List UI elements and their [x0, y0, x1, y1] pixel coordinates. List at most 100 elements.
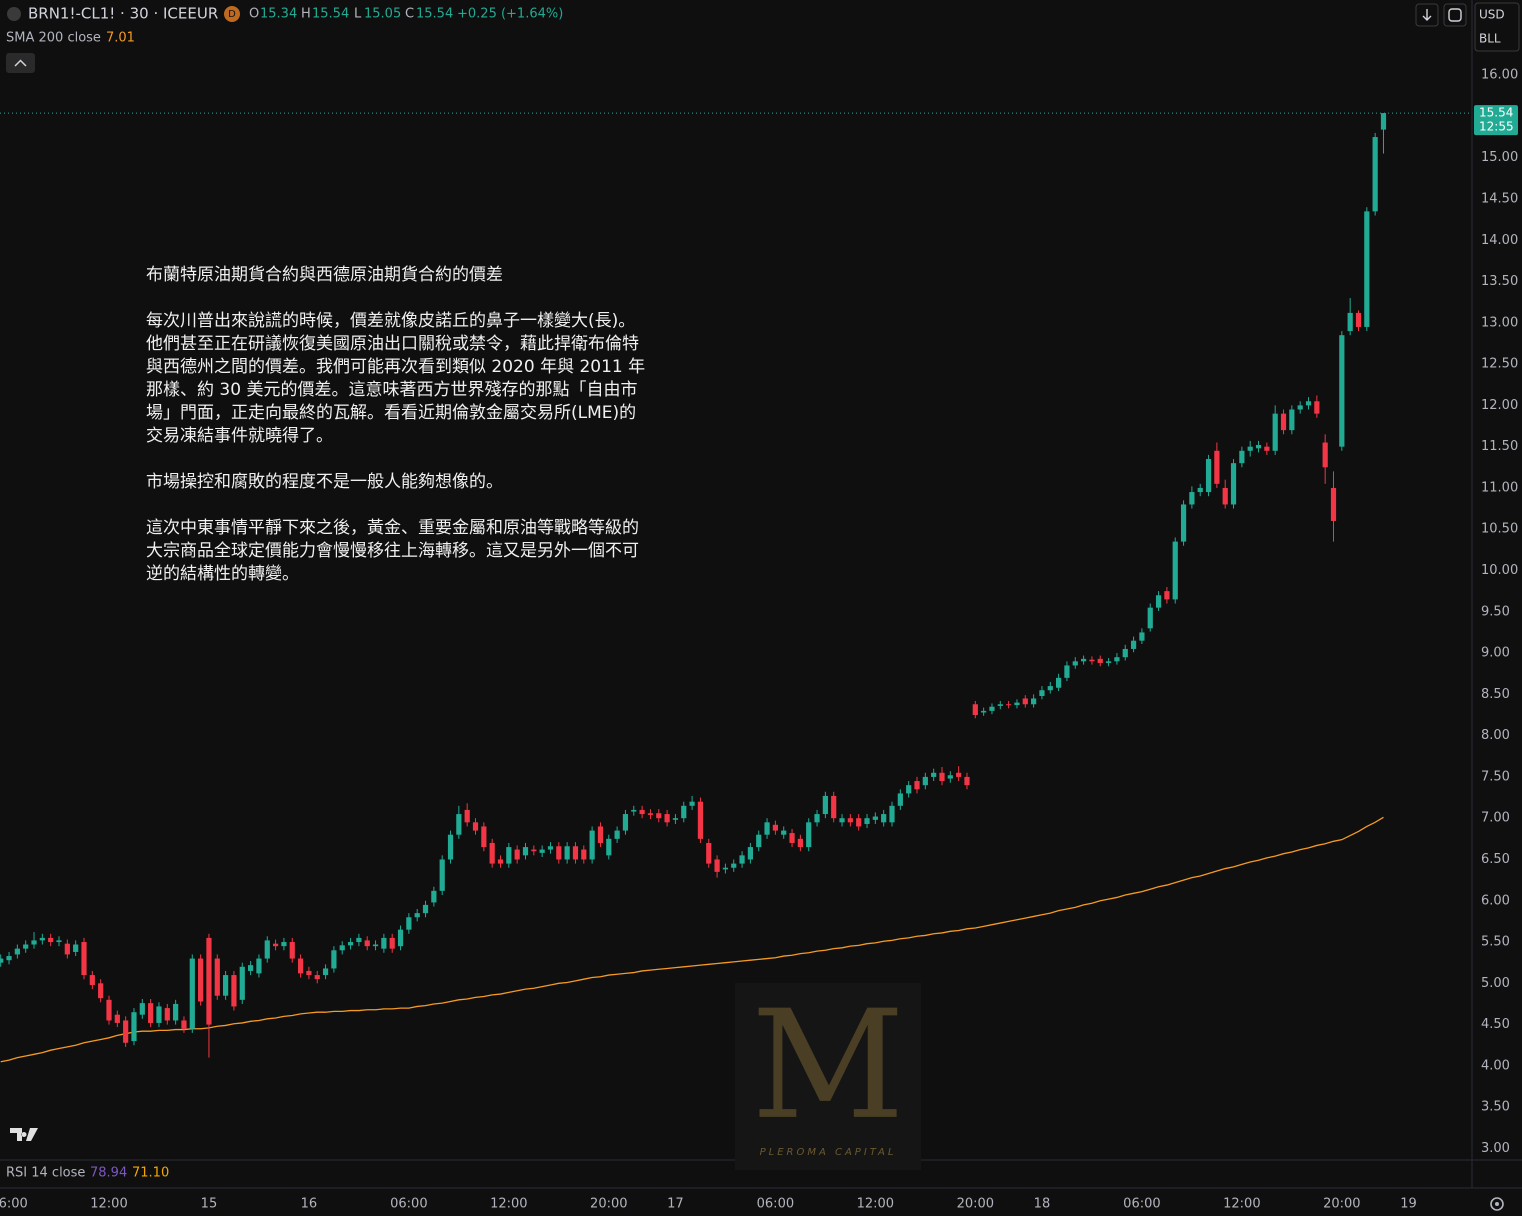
candle-body: [897, 793, 903, 806]
watermark-logo: M: [751, 979, 905, 1153]
annotation-line: 市場操控和腐敗的程度不是一般人能夠想像的。: [146, 472, 503, 492]
y-tick-label: 5.00: [1481, 976, 1510, 991]
candle-body: [148, 1003, 154, 1023]
candle-body: [1330, 487, 1337, 521]
candle-body: [789, 833, 795, 843]
collapse-button[interactable]: [6, 53, 35, 73]
x-tick-label: 20:00: [590, 1197, 627, 1212]
candle-body: [389, 937, 395, 949]
candle-body: [1355, 312, 1362, 327]
unit[interactable]: BLL: [1479, 32, 1501, 46]
annotation-line: 那樣、約 30 美元的價差。這意味著西方世界殘存的那點「自由市: [146, 380, 637, 400]
candle-body: [714, 859, 720, 872]
candle-body: [547, 846, 554, 850]
x-tick-label: 12:00: [90, 1197, 127, 1212]
candle-body: [456, 814, 462, 835]
button-frame[interactable]: [1415, 3, 1439, 27]
x-tick-label: 12:00: [490, 1197, 527, 1212]
candle-body: [414, 913, 420, 918]
watermark-text: PLEROMA CAPITAL: [760, 1147, 897, 1158]
candle-body: [681, 805, 687, 819]
x-tick-label: 06:00: [0, 1197, 28, 1212]
y-tick-label: 14.50: [1481, 191, 1518, 206]
candle-body: [1372, 137, 1378, 212]
y-tick-label: 10.00: [1481, 563, 1518, 578]
x-tick-label: 20:00: [1323, 1197, 1360, 1212]
candle-body: [814, 814, 820, 823]
price-label: 15.54: [1479, 106, 1513, 120]
candle-body: [14, 948, 20, 955]
candle-body: [706, 842, 712, 864]
x-tick-label: 20:00: [957, 1197, 994, 1212]
ohlc-value: 15.05: [364, 7, 401, 22]
candle-body: [756, 834, 762, 848]
annotation-line: 他們甚至正在研議恢復美國原油出口關稅或禁令，藉此捍衛布倫特: [146, 334, 639, 354]
reset-button[interactable]: [1443, 3, 1467, 27]
annotation-line: 布蘭特原油期貨合約與西德原油期貨合約的價差: [146, 265, 503, 285]
candle-body: [1272, 413, 1278, 451]
x-tick-label: 12:00: [857, 1197, 894, 1212]
candle-body: [597, 826, 604, 843]
candle-body: [831, 795, 837, 819]
candle-body: [822, 795, 828, 815]
x-tick-label: 06:00: [390, 1197, 427, 1212]
candle-body: [156, 1006, 162, 1023]
candle-body: [1180, 504, 1187, 542]
x-tick-label: 19: [1400, 1197, 1417, 1212]
candle-body: [322, 968, 329, 976]
candle-body: [572, 846, 579, 860]
candle-body: [1205, 459, 1212, 493]
y-tick-label: 15.00: [1481, 150, 1518, 165]
candle-body: [264, 940, 270, 959]
candle-body: [306, 970, 312, 976]
candle-body: [947, 775, 953, 779]
candle-body: [1172, 541, 1178, 600]
sma-legend: SMA 200 close: [6, 31, 101, 46]
y-tick-label: 13.50: [1481, 274, 1518, 289]
candle-body: [39, 937, 45, 941]
candle-body: [1239, 450, 1245, 464]
currency-box[interactable]: [1474, 2, 1520, 52]
candle-body: [731, 863, 737, 868]
rsi-legend: RSI 14 close: [6, 1166, 85, 1181]
y-tick-label: 3.50: [1481, 1100, 1510, 1115]
candle-body: [214, 958, 220, 996]
candle-body: [1105, 661, 1112, 663]
candle-body: [1189, 492, 1195, 505]
candle-body: [1155, 595, 1162, 608]
annotation: 布蘭特原油期貨合約與西德原油期貨合約的價差每次川普出來說謊的時候，價差就像皮諾丘…: [146, 265, 645, 584]
countdown: 12:55: [1479, 120, 1514, 134]
annotation-line: 場」門面，正走向最終的瓦解。看看近期倫敦金屬交易所(LME)的: [146, 403, 636, 423]
candle-body: [539, 849, 545, 853]
candle-body: [1072, 661, 1078, 666]
settings-icon-center[interactable]: [1495, 1202, 1499, 1206]
candle-body: [881, 814, 887, 823]
candle-body: [1214, 450, 1220, 484]
annotation-line: 逆的結構性的轉變。: [146, 564, 299, 584]
settings-icon[interactable]: [1490, 1197, 1504, 1211]
candle-body: [739, 855, 745, 864]
candle-body: [806, 822, 812, 848]
candle-body: [964, 776, 970, 786]
candle-body: [123, 1020, 129, 1043]
candle-body: [1031, 698, 1037, 705]
x-tick-label: 06:00: [757, 1197, 794, 1212]
download-button[interactable]: [1415, 3, 1439, 27]
collapse-button-bg[interactable]: [6, 53, 35, 73]
plot-area: [0, 112, 1472, 1063]
candle-body: [497, 859, 504, 864]
y-tick-label: 6.50: [1481, 852, 1510, 867]
button-frame[interactable]: [1443, 3, 1467, 27]
candle-body: [939, 772, 945, 782]
candle-body: [431, 890, 437, 903]
candle-body: [506, 847, 512, 864]
candle-body: [339, 945, 345, 951]
currency[interactable]: USD: [1479, 8, 1505, 22]
ohlc-value: 15.54: [416, 7, 453, 22]
candle-body: [48, 937, 54, 943]
candle-body: [314, 975, 320, 980]
x-tick-label: 06:00: [1123, 1197, 1160, 1212]
candle-body: [956, 772, 962, 777]
x-tick-label: 15: [201, 1197, 218, 1212]
